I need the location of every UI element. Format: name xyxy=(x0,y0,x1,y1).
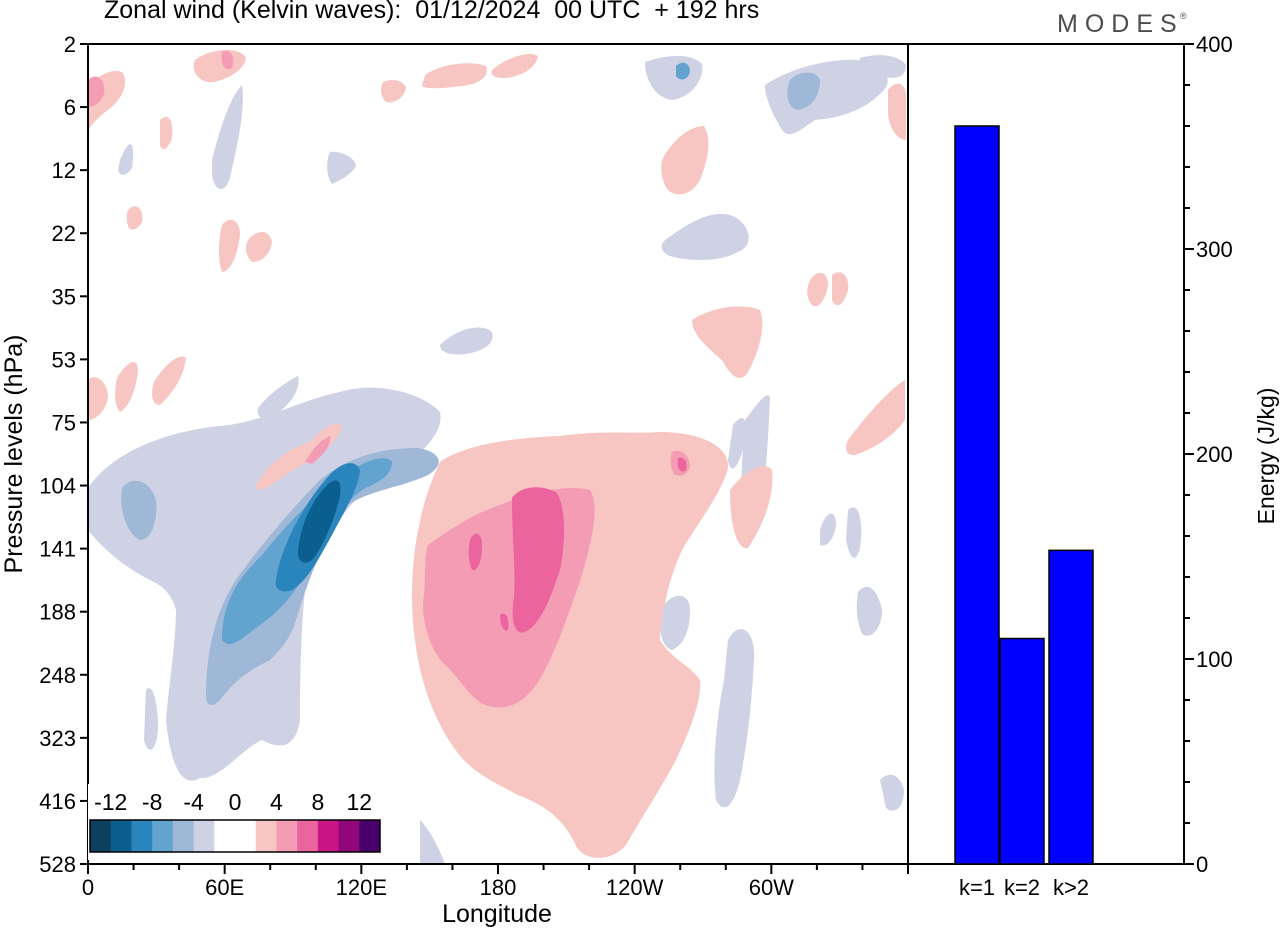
y-tick-label: 416 xyxy=(39,789,76,814)
y-axis-label: Pressure levels (hPa) xyxy=(0,335,28,574)
energy-tick-label: 200 xyxy=(1196,442,1233,467)
x-tick-label: 120E xyxy=(336,875,387,900)
energy-axis: 0 100 200 300 400 xyxy=(1184,32,1233,877)
x-tick-label: 60W xyxy=(749,875,794,900)
x-tick-label: 120W xyxy=(606,875,664,900)
x-axis-label: Longitude xyxy=(442,900,552,928)
x-tick-label: 60E xyxy=(205,875,244,900)
energy-tick-label: 0 xyxy=(1196,852,1208,877)
zonal-wind-contours xyxy=(88,49,906,864)
energy-tick-label: 400 xyxy=(1196,32,1233,57)
pressure-axis: 2 6 12 22 35 53 75 104 141 188 248 323 416 528 xyxy=(39,32,88,877)
colorbar-swatch xyxy=(193,820,215,852)
bar-category-label: k=1 xyxy=(959,875,995,900)
energy-bars xyxy=(954,125,1094,865)
colorbar-outline xyxy=(89,819,381,853)
bar-category-label: k>2 xyxy=(1053,875,1089,900)
colorbar-label: -12 xyxy=(94,789,127,815)
colorbar-label: 8 xyxy=(311,789,324,815)
colorbar-label: 0 xyxy=(229,789,242,815)
energy-tick-label: 300 xyxy=(1196,237,1233,262)
colorbar-swatch xyxy=(359,820,381,852)
bar-chart-frame xyxy=(907,43,1185,865)
registered-mark: ® xyxy=(1180,11,1187,21)
bar-category-label: k=2 xyxy=(1004,875,1040,900)
y-tick-label: 35 xyxy=(52,284,76,309)
colorbar-swatch xyxy=(255,820,277,852)
colorbar-swatch xyxy=(172,820,195,852)
colorbar-swatch xyxy=(276,820,298,852)
easterly-core xyxy=(298,480,341,563)
colorbar-swatch xyxy=(90,820,112,852)
longitude-axis: 0 60E 120E 180 120W 60W xyxy=(82,864,909,900)
colorbar-swatch xyxy=(235,820,257,852)
colorbar-label: -4 xyxy=(183,789,204,815)
colorbar-legend: -12 -8 -4 0 4 8 12 xyxy=(88,784,386,860)
modes-logo: MODES xyxy=(1057,10,1184,38)
y-tick-label: 323 xyxy=(39,726,76,751)
colorbar-label: -8 xyxy=(142,789,162,815)
energy-bar xyxy=(954,125,1000,865)
y-tick-label: 12 xyxy=(52,158,76,183)
energy-bar xyxy=(1048,549,1094,865)
y-tick-label: 2 xyxy=(64,32,76,57)
y-tick-label: 141 xyxy=(39,537,76,562)
energy-bar xyxy=(999,637,1045,865)
westerly-core xyxy=(468,487,565,633)
colorbar-swatch xyxy=(152,820,174,852)
y-tick-label: 248 xyxy=(39,663,76,688)
y-tick-label: 75 xyxy=(52,410,76,435)
energy-axis-label: Energy (J/kg) xyxy=(1253,388,1279,525)
colorbar-swatch xyxy=(214,820,236,852)
chart-title: Zonal wind (Kelvin waves): 01/12/2024 00… xyxy=(104,0,760,24)
colorbar-swatch xyxy=(338,820,360,852)
colorbar-swatch xyxy=(131,820,153,852)
colorbar-swatch xyxy=(297,820,319,852)
y-tick-label: 104 xyxy=(39,474,76,499)
y-tick-label: 528 xyxy=(39,852,76,877)
y-tick-label: 6 xyxy=(64,95,76,120)
y-tick-label: 22 xyxy=(52,221,76,246)
x-tick-label: 0 xyxy=(82,875,94,900)
colorbar-label: 12 xyxy=(346,789,372,815)
energy-tick-label: 100 xyxy=(1196,647,1233,672)
colorbar-label: 4 xyxy=(270,789,283,815)
y-tick-label: 53 xyxy=(52,347,76,372)
wavenumber-labels: k=1 k=2 k>2 xyxy=(959,875,1089,900)
x-tick-label: 180 xyxy=(480,875,517,900)
easterly-contours-mid xyxy=(121,72,820,705)
y-tick-label: 188 xyxy=(39,600,76,625)
colorbar-swatch xyxy=(110,820,132,852)
colorbar-swatch xyxy=(317,820,340,852)
